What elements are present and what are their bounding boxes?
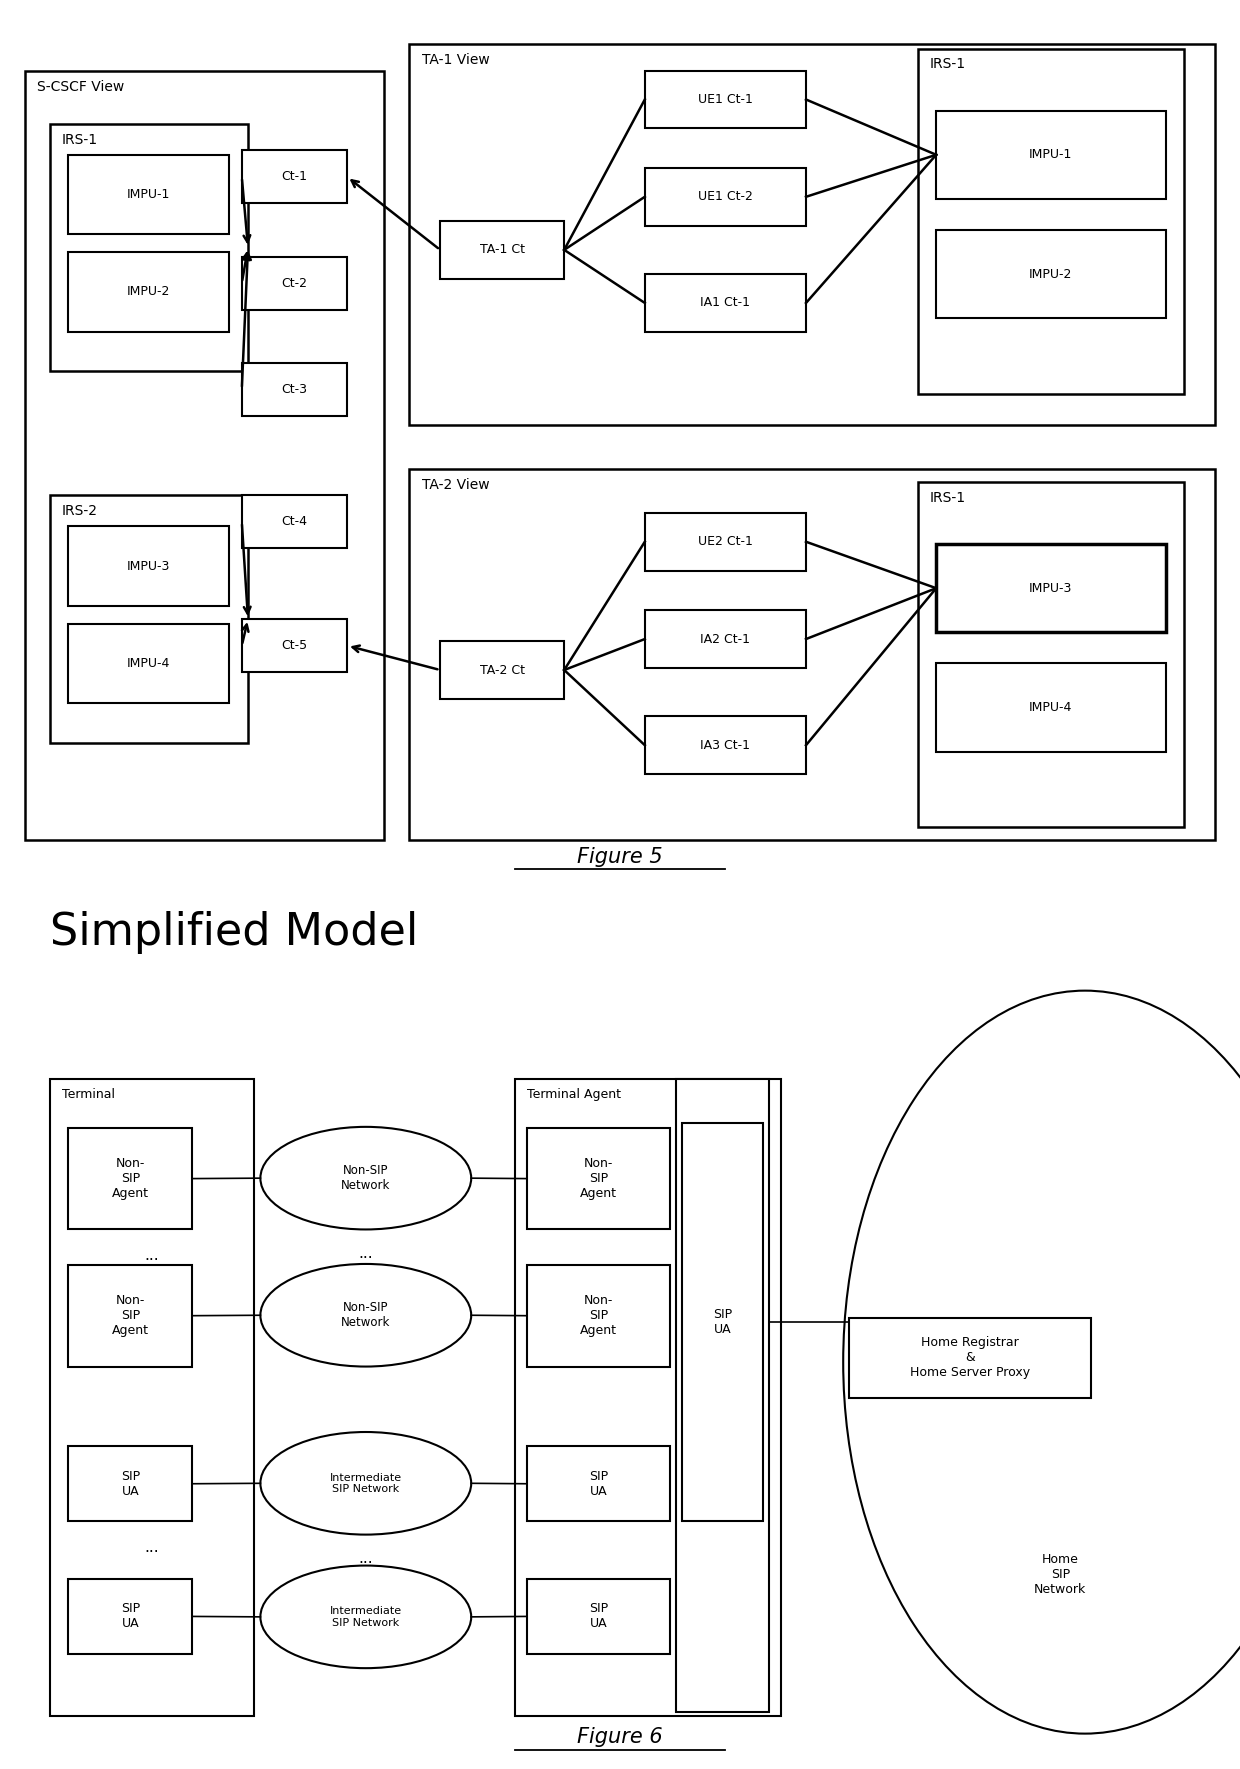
FancyBboxPatch shape bbox=[527, 1578, 670, 1654]
Text: IRS-1: IRS-1 bbox=[930, 490, 966, 504]
Text: Home
SIP
Network: Home SIP Network bbox=[1034, 1553, 1086, 1596]
Text: IMPU-1: IMPU-1 bbox=[128, 188, 170, 202]
Text: Non-
SIP
Agent: Non- SIP Agent bbox=[112, 1295, 149, 1337]
FancyBboxPatch shape bbox=[645, 610, 806, 667]
Text: IMPU-2: IMPU-2 bbox=[128, 285, 170, 299]
Text: TA-1 Ct: TA-1 Ct bbox=[480, 244, 525, 257]
Text: IA3 Ct-1: IA3 Ct-1 bbox=[701, 739, 750, 752]
Text: SIP
UA: SIP UA bbox=[589, 1603, 608, 1631]
Text: Simplified Model: Simplified Model bbox=[50, 911, 418, 953]
FancyBboxPatch shape bbox=[936, 543, 1166, 632]
Text: Ct-4: Ct-4 bbox=[281, 515, 308, 529]
Text: IMPU-4: IMPU-4 bbox=[128, 656, 170, 670]
FancyBboxPatch shape bbox=[440, 640, 564, 699]
Text: Intermediate
SIP Network: Intermediate SIP Network bbox=[330, 1606, 402, 1627]
Text: Non-SIP
Network: Non-SIP Network bbox=[341, 1302, 391, 1329]
FancyBboxPatch shape bbox=[645, 71, 806, 129]
Text: Figure 5: Figure 5 bbox=[577, 847, 663, 867]
Text: IMPU-1: IMPU-1 bbox=[1029, 149, 1073, 161]
Text: Home Registrar
&
Home Server Proxy: Home Registrar & Home Server Proxy bbox=[910, 1336, 1030, 1380]
Text: IMPU-3: IMPU-3 bbox=[128, 559, 170, 573]
Text: IRS-1: IRS-1 bbox=[62, 133, 98, 147]
Text: S-CSCF View: S-CSCF View bbox=[37, 80, 124, 94]
FancyBboxPatch shape bbox=[68, 1447, 192, 1521]
Text: IA2 Ct-1: IA2 Ct-1 bbox=[701, 633, 750, 646]
FancyBboxPatch shape bbox=[68, 1265, 192, 1366]
Text: TA-2 View: TA-2 View bbox=[422, 478, 490, 492]
FancyBboxPatch shape bbox=[242, 619, 347, 672]
Text: IA1 Ct-1: IA1 Ct-1 bbox=[701, 297, 750, 310]
Text: ...: ... bbox=[358, 1245, 373, 1261]
FancyBboxPatch shape bbox=[918, 481, 1184, 828]
FancyBboxPatch shape bbox=[527, 1265, 670, 1366]
FancyBboxPatch shape bbox=[50, 124, 248, 371]
FancyBboxPatch shape bbox=[527, 1129, 670, 1229]
FancyBboxPatch shape bbox=[682, 1123, 763, 1521]
Text: IRS-1: IRS-1 bbox=[930, 57, 966, 71]
Text: Figure 6: Figure 6 bbox=[577, 1727, 663, 1748]
Text: SIP
UA: SIP UA bbox=[120, 1470, 140, 1498]
FancyBboxPatch shape bbox=[242, 150, 347, 203]
Text: IMPU-3: IMPU-3 bbox=[1029, 582, 1073, 594]
FancyBboxPatch shape bbox=[918, 48, 1184, 393]
Text: IRS-2: IRS-2 bbox=[62, 504, 98, 518]
FancyBboxPatch shape bbox=[68, 156, 229, 235]
FancyBboxPatch shape bbox=[242, 257, 347, 310]
Text: SIP
UA: SIP UA bbox=[589, 1470, 608, 1498]
FancyBboxPatch shape bbox=[409, 469, 1215, 840]
FancyBboxPatch shape bbox=[645, 274, 806, 331]
FancyBboxPatch shape bbox=[849, 1318, 1091, 1398]
FancyBboxPatch shape bbox=[50, 1079, 254, 1716]
Text: Ct-2: Ct-2 bbox=[281, 276, 308, 290]
Text: Intermediate
SIP Network: Intermediate SIP Network bbox=[330, 1472, 402, 1495]
FancyBboxPatch shape bbox=[515, 1079, 781, 1716]
FancyBboxPatch shape bbox=[527, 1447, 670, 1521]
FancyBboxPatch shape bbox=[936, 663, 1166, 752]
Ellipse shape bbox=[260, 1566, 471, 1668]
FancyBboxPatch shape bbox=[409, 44, 1215, 425]
Text: UE1 Ct-2: UE1 Ct-2 bbox=[698, 191, 753, 203]
FancyBboxPatch shape bbox=[645, 716, 806, 775]
Text: ...: ... bbox=[358, 1551, 373, 1566]
Text: ...: ... bbox=[145, 1249, 159, 1263]
FancyBboxPatch shape bbox=[242, 363, 347, 416]
Text: TA-1 View: TA-1 View bbox=[422, 53, 490, 67]
Text: Non-
SIP
Agent: Non- SIP Agent bbox=[580, 1157, 616, 1199]
Ellipse shape bbox=[843, 991, 1240, 1734]
Text: Ct-3: Ct-3 bbox=[281, 382, 308, 396]
FancyBboxPatch shape bbox=[25, 71, 384, 840]
FancyBboxPatch shape bbox=[68, 1129, 192, 1229]
Ellipse shape bbox=[260, 1433, 471, 1534]
Text: IMPU-2: IMPU-2 bbox=[1029, 267, 1073, 281]
Text: Terminal Agent: Terminal Agent bbox=[527, 1088, 621, 1100]
Text: SIP
UA: SIP UA bbox=[713, 1309, 732, 1336]
FancyBboxPatch shape bbox=[50, 495, 248, 743]
FancyBboxPatch shape bbox=[936, 230, 1166, 318]
FancyBboxPatch shape bbox=[68, 525, 229, 605]
Ellipse shape bbox=[260, 1263, 471, 1366]
Text: Ct-1: Ct-1 bbox=[281, 170, 308, 184]
FancyBboxPatch shape bbox=[68, 1578, 192, 1654]
Text: Non-
SIP
Agent: Non- SIP Agent bbox=[580, 1295, 616, 1337]
Text: IMPU-4: IMPU-4 bbox=[1029, 701, 1073, 715]
FancyBboxPatch shape bbox=[645, 513, 806, 570]
Text: TA-2 Ct: TA-2 Ct bbox=[480, 663, 525, 676]
FancyBboxPatch shape bbox=[645, 168, 806, 225]
FancyBboxPatch shape bbox=[440, 221, 564, 278]
Text: UE1 Ct-1: UE1 Ct-1 bbox=[698, 94, 753, 106]
FancyBboxPatch shape bbox=[68, 253, 229, 331]
Text: ...: ... bbox=[145, 1541, 159, 1555]
FancyBboxPatch shape bbox=[936, 110, 1166, 198]
Text: Terminal: Terminal bbox=[62, 1088, 115, 1100]
Text: Non-
SIP
Agent: Non- SIP Agent bbox=[112, 1157, 149, 1199]
FancyBboxPatch shape bbox=[676, 1079, 769, 1712]
Text: UE2 Ct-1: UE2 Ct-1 bbox=[698, 536, 753, 548]
Ellipse shape bbox=[260, 1127, 471, 1229]
Text: Ct-5: Ct-5 bbox=[281, 639, 308, 653]
FancyBboxPatch shape bbox=[68, 623, 229, 702]
FancyBboxPatch shape bbox=[242, 495, 347, 548]
Text: Non-SIP
Network: Non-SIP Network bbox=[341, 1164, 391, 1192]
Text: SIP
UA: SIP UA bbox=[120, 1603, 140, 1631]
